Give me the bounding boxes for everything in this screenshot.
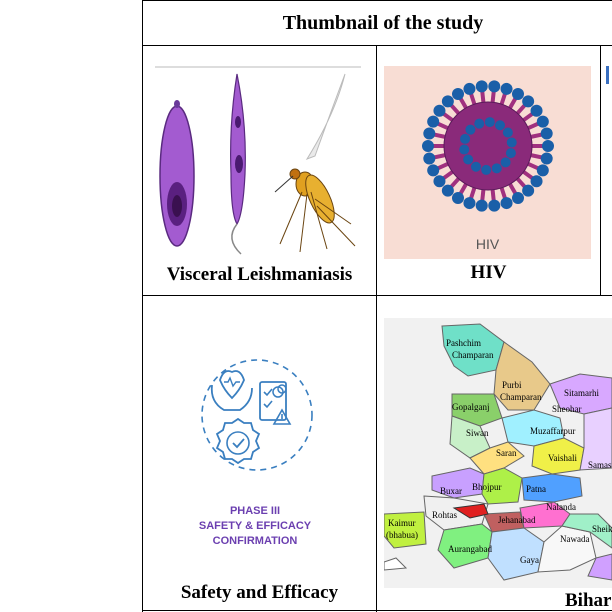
bihar-caption: Bihar: [565, 590, 612, 611]
hiv-spike-knob: [475, 80, 488, 93]
hiv-surface-knob: [484, 117, 495, 128]
hiv-spike-knob: [441, 95, 454, 108]
hiv-surface-knob: [465, 124, 476, 135]
hiv-spike-knob: [536, 164, 549, 177]
hiv-surface-knob: [506, 137, 517, 148]
map-labels: Pashchim Champaran Purbi Champaran Sitam…: [386, 338, 612, 565]
hiv-surface-knob: [463, 154, 474, 165]
map-label-sheikhpura: Sheikhpura: [592, 524, 612, 534]
map-label-patna: Patna: [526, 484, 546, 494]
table-col-divider-1: [376, 45, 377, 612]
map-label-siwan: Siwan: [466, 428, 489, 438]
hiv-spike-knob: [452, 191, 464, 204]
table-border-left: [142, 0, 143, 612]
hiv-spike-knob: [500, 82, 513, 95]
hiv-spike-knob: [423, 127, 436, 140]
hiv-spike-knob: [427, 115, 440, 128]
map-label-kaimur: Kaimur: [388, 518, 416, 528]
table-border-bottom: [142, 610, 612, 611]
hiv-spike-knob: [522, 95, 535, 108]
map-label-vaishali: Vaishali: [548, 453, 577, 463]
hiv-spike-knob: [540, 152, 553, 165]
map-label-kaimur-2: (bhabua): [386, 530, 418, 540]
hiv-surface-knob: [491, 163, 502, 174]
map-label-purbi-champaran-2: Champaran: [500, 392, 542, 402]
hiv-spike-knob: [488, 199, 501, 212]
hiv-spike-knob: [463, 197, 476, 210]
map-label-sheohar: Sheohar: [552, 404, 582, 414]
hiv-surface-knob: [495, 120, 506, 131]
map-label-rohtas: Rohtas: [432, 510, 457, 520]
hiv-surface-knob: [502, 127, 513, 138]
hiv-surface-knob: [500, 157, 511, 168]
hiv-spike-knob: [536, 115, 549, 128]
hiv-spike-knob: [522, 184, 535, 197]
hiv-surface-knob: [481, 164, 492, 175]
table-border-top: [142, 0, 612, 1]
table-col-divider-2: [600, 45, 601, 295]
hiv-spike-knob: [512, 88, 524, 101]
map-label-samastipur: Samastipur: [588, 460, 612, 470]
map-label-sitamarhi: Sitamarhi: [564, 388, 599, 398]
hiv-spike-knob: [530, 175, 543, 188]
vl-caption: Visceral Leishmaniasis: [166, 264, 353, 285]
hiv-spike-knob: [441, 184, 454, 197]
map-label-purbi-champaran: Purbi: [502, 380, 522, 390]
hiv-spike-knob: [427, 164, 440, 177]
hiv-spike-knob: [433, 104, 446, 117]
hiv-spike-knob: [530, 104, 543, 117]
map-label-gopalganj: Gopalganj: [452, 402, 490, 412]
hiv-surface-knob: [460, 133, 471, 144]
hiv-caption: HIV: [470, 262, 507, 283]
hiv-spike-knob: [433, 175, 446, 188]
hiv-surface-knob: [474, 118, 485, 129]
hiv-spike-knob: [463, 82, 476, 95]
leishmania-illustration: [155, 64, 363, 259]
phase-label-line2: SAFETY & EFFICACY: [198, 520, 312, 532]
hiv-spike-knob: [452, 88, 464, 101]
map-label-nawada: Nawada: [560, 534, 589, 544]
table-header-divider: [142, 45, 612, 46]
hiv-spike-knob: [423, 152, 436, 165]
hiv-spike-knob: [488, 80, 501, 93]
hiv-spike-knob: [500, 197, 513, 210]
text-cursor: [606, 66, 609, 84]
map-label-muzaffarpur: Muzaffarpur: [530, 426, 575, 436]
map-label-saran: Saran: [496, 448, 517, 458]
hiv-surface-knob: [459, 144, 470, 155]
map-label-buxar: Buxar: [440, 486, 462, 496]
bihar-map: Pashchim Champaran Purbi Champaran Sitam…: [384, 318, 612, 588]
safety-illustration: [190, 340, 330, 555]
hiv-illustration: HIV: [384, 66, 591, 259]
phase-label-line1: PHASE III: [229, 505, 281, 517]
map-label-nalanda: Nalanda: [546, 502, 576, 512]
hiv-spike-knob: [475, 199, 488, 212]
table-header: Thumbnail of the study: [282, 11, 484, 34]
hiv-surface-knob: [470, 161, 481, 172]
map-label-bhojpur: Bhojpur: [472, 482, 502, 492]
map-label-pashchim-champaran-2: Champaran: [452, 350, 494, 360]
table-row-divider: [142, 295, 612, 296]
hiv-spike-knob: [422, 140, 434, 152]
phase-label-line3: CONFIRMATION: [212, 535, 298, 547]
safety-caption: Safety and Efficacy: [180, 582, 339, 603]
hiv-spike-knob: [512, 191, 524, 204]
map-label-aurangabad: Aurangabad: [448, 544, 492, 554]
hiv-spike-knob: [542, 140, 554, 152]
hiv-spike-knob: [540, 127, 553, 140]
hiv-image-label: HIV: [475, 236, 500, 252]
map-label-jehanabad: Jehanabad: [498, 515, 536, 525]
map-label-gaya: Gaya: [520, 555, 539, 565]
map-label-pashchim-champaran: Pashchim: [446, 338, 481, 348]
hiv-surface-knob: [505, 148, 516, 159]
